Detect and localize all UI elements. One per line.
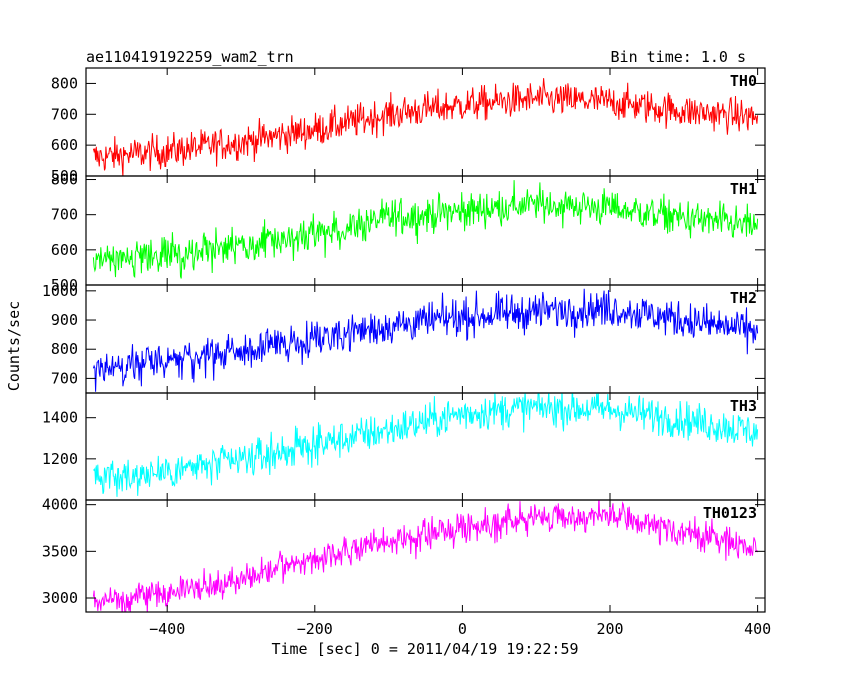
y-tick-label: 500 bbox=[51, 276, 78, 294]
series-label-th3: TH3 bbox=[730, 397, 757, 415]
x-tick-label: −400 bbox=[149, 620, 185, 638]
y-tick-label: 800 bbox=[51, 340, 78, 358]
chart-title: ae110419192259_wam2_trn bbox=[86, 48, 294, 66]
panel-frame bbox=[85, 67, 766, 177]
series-line-th0 bbox=[92, 78, 759, 176]
panel-frame bbox=[85, 284, 766, 394]
panel-frame bbox=[85, 175, 766, 286]
series-line-th3 bbox=[93, 393, 759, 497]
x-axis-label: Time [sec] 0 = 2011/04/19 19:22:59 bbox=[271, 640, 578, 658]
y-tick-label: 1400 bbox=[42, 409, 78, 427]
y-tick-label: 800 bbox=[51, 171, 78, 189]
y-tick-label: 3500 bbox=[42, 542, 78, 560]
series-label-th0: TH0 bbox=[730, 72, 757, 90]
x-tick-label: 0 bbox=[458, 620, 467, 638]
x-tick-label: −200 bbox=[297, 620, 333, 638]
x-tick-label: 400 bbox=[744, 620, 771, 638]
series-label-th1: TH1 bbox=[730, 180, 757, 198]
y-tick-label: 600 bbox=[51, 136, 78, 154]
y-tick-label: 800 bbox=[51, 74, 78, 92]
y-tick-label: 4000 bbox=[42, 496, 78, 514]
y-axis-label: Counts/sec bbox=[5, 301, 23, 391]
y-tick-label: 700 bbox=[51, 369, 78, 387]
y-tick-label: 900 bbox=[51, 311, 78, 329]
y-tick-label: 1200 bbox=[42, 450, 78, 468]
x-tick-label: 200 bbox=[596, 620, 623, 638]
series-line-th1 bbox=[92, 180, 759, 279]
y-tick-label: 600 bbox=[51, 241, 78, 259]
series-line-th0123 bbox=[92, 500, 759, 612]
y-tick-label: 1000 bbox=[42, 282, 78, 300]
series-line-th2 bbox=[92, 288, 759, 392]
y-tick-label: 700 bbox=[51, 105, 78, 123]
y-tick-label: 3000 bbox=[42, 589, 78, 607]
series-label-th0123: TH0123 bbox=[703, 504, 757, 522]
y-tick-label: 500 bbox=[51, 167, 78, 185]
panel-frame bbox=[85, 499, 766, 613]
bin-time-label: Bin time: 1.0 s bbox=[611, 48, 746, 66]
series-label-th2: TH2 bbox=[730, 289, 757, 307]
y-tick-label: 700 bbox=[51, 206, 78, 224]
panels-group: 500 600 700 800 TH0 500 600 700 800 TH1 700 800 900 1… bbox=[42, 67, 771, 638]
